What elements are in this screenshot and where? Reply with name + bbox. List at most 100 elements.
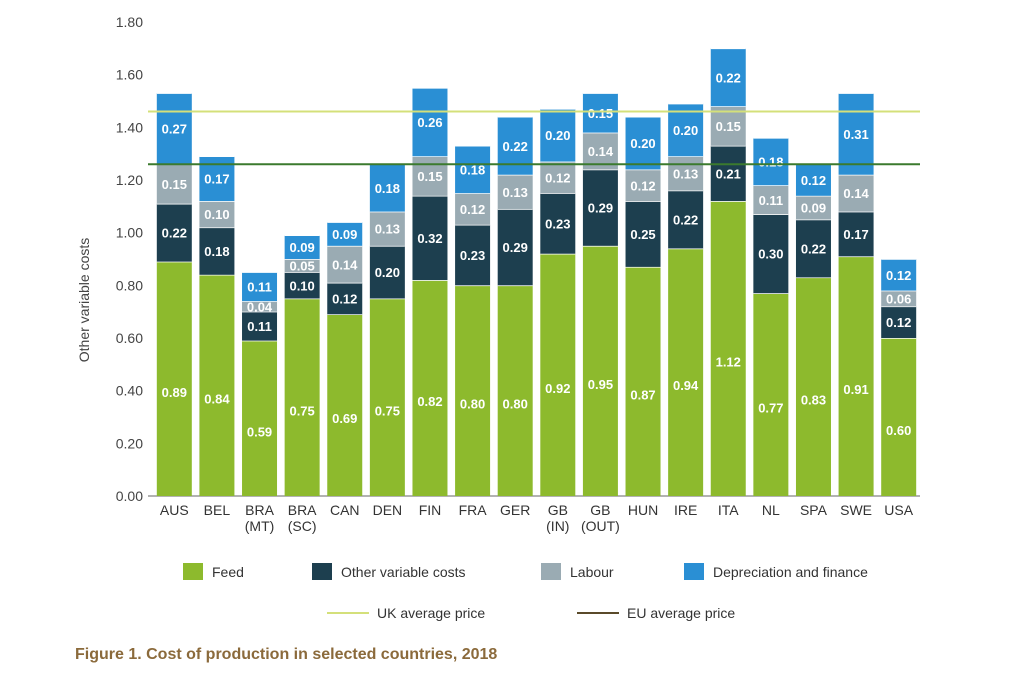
- data-label: 0.75: [375, 403, 400, 418]
- data-label: 0.26: [417, 115, 442, 130]
- bar-segment: [327, 282, 363, 315]
- category-label: ITA: [718, 502, 739, 518]
- figure-caption: Figure 1. Cost of production in selected…: [75, 646, 498, 663]
- data-label: 0.75: [289, 403, 314, 418]
- data-label: 0.15: [716, 119, 741, 134]
- data-label: 0.23: [460, 248, 485, 263]
- bar-segment: [327, 245, 363, 283]
- bar-segment: [369, 164, 405, 212]
- data-label: 0.20: [375, 265, 400, 280]
- bar-segment: [412, 156, 448, 196]
- y-tick-label: 0.00: [116, 488, 143, 504]
- data-label: 0.09: [289, 240, 314, 255]
- data-label: 0.23: [545, 216, 570, 231]
- data-label: 0.09: [332, 227, 357, 242]
- bar-segment: [242, 272, 278, 302]
- bar-segment: [753, 185, 789, 215]
- bar-segment: [455, 193, 491, 225]
- data-label: 0.30: [758, 247, 783, 262]
- bar-segment: [242, 301, 278, 312]
- legend-label: Depreciation and finance: [713, 564, 868, 580]
- data-label: 0.25: [630, 227, 655, 242]
- bar-segment: [582, 93, 618, 133]
- data-label: 0.17: [204, 172, 229, 187]
- bar-segment: [412, 280, 448, 496]
- data-label: 0.80: [503, 397, 528, 412]
- legend-label: Labour: [570, 564, 614, 580]
- bars: 0.89 0.22 0.15 0.27 0.84 0.18 0.10 0.17 0.59 0.11…: [156, 47, 917, 497]
- bar-group: 0.95 0.29 0.14 0.15: [582, 92, 618, 496]
- category-label: GB: [548, 502, 568, 518]
- data-label: 0.22: [673, 213, 698, 228]
- data-label: 0.31: [843, 127, 868, 142]
- y-tick-label: 0.80: [116, 277, 143, 293]
- y-tick-label: 1.20: [116, 172, 143, 188]
- bar-segment: [881, 259, 917, 291]
- y-tick-label: 1.60: [116, 67, 143, 83]
- bar-segment: [284, 259, 320, 273]
- category-label: (IN): [546, 518, 569, 534]
- data-label: 0.15: [162, 177, 187, 192]
- data-label: 0.82: [417, 394, 442, 409]
- y-tick-label: 1.40: [116, 119, 143, 135]
- bar-group: 0.80 0.29 0.13 0.22: [497, 116, 533, 496]
- bar-segment: [795, 277, 831, 496]
- bar-segment: [156, 203, 192, 262]
- bar-group: 0.59 0.11 0.04 0.11: [242, 271, 278, 496]
- bar-segment: [540, 108, 576, 162]
- bar-segment: [497, 285, 533, 496]
- data-label: 0.10: [204, 207, 229, 222]
- category-label: CAN: [330, 502, 360, 518]
- data-label: 0.22: [503, 139, 528, 154]
- data-label: 0.20: [630, 136, 655, 151]
- data-label: 0.84: [204, 391, 230, 406]
- bar-group: 0.69 0.12 0.14 0.09: [327, 221, 363, 496]
- data-label: 0.32: [417, 231, 442, 246]
- category-label: USA: [884, 502, 913, 518]
- bar-segment: [284, 298, 320, 496]
- data-label: 0.83: [801, 393, 826, 408]
- chart-container: 0.00 0.20 0.40 0.60 0.80 1.00 1.20 1.40 1.60 1.80…: [76, 14, 920, 621]
- category-label: BRA: [288, 502, 317, 518]
- legend-swatch: [312, 563, 332, 580]
- y-tick-label: 0.40: [116, 383, 143, 399]
- data-label: 0.22: [801, 241, 826, 256]
- bar-segment: [753, 214, 789, 294]
- data-label: 0.22: [162, 226, 187, 241]
- data-label: 0.92: [545, 381, 570, 396]
- bar-segment: [795, 164, 831, 196]
- legend-swatch: [684, 563, 704, 580]
- category-label: FIN: [419, 502, 442, 518]
- category-label: BEL: [204, 502, 231, 518]
- data-label: 0.13: [673, 166, 698, 181]
- bar-segment: [284, 235, 320, 259]
- legend-swatch: [541, 563, 561, 580]
- category-label: NL: [762, 502, 780, 518]
- bar-segment: [838, 93, 874, 175]
- bar-segment: [199, 274, 235, 496]
- data-label: 0.18: [758, 155, 783, 170]
- data-label: 0.12: [332, 292, 357, 307]
- bar-segment: [710, 48, 746, 107]
- x-axis-categories: AUS BEL BRA(MT)BRA(SC)CAN DEN FIN FRA GER GB(IN…: [160, 502, 914, 534]
- bar-segment: [156, 261, 192, 496]
- data-label: 0.09: [801, 201, 826, 216]
- bar-group: 0.77 0.30 0.11 0.18: [753, 137, 789, 496]
- bar-segment: [710, 201, 746, 497]
- data-label: 0.29: [503, 240, 528, 255]
- bar-segment: [497, 174, 533, 209]
- bar-segment: [242, 340, 278, 496]
- y-tick-label: 0.20: [116, 435, 143, 451]
- bar-group: 0.75 0.20 0.13 0.18: [369, 163, 405, 496]
- bar-segment: [881, 306, 917, 338]
- bar-segment: [625, 266, 661, 496]
- data-label: 0.11: [247, 319, 272, 334]
- bar-group: 0.84 0.18 0.10 0.17: [199, 155, 235, 496]
- bar-segment: [497, 208, 533, 286]
- reference-lines: [148, 110, 920, 166]
- data-label: 0.69: [332, 411, 357, 426]
- bar-group: 0.87 0.25 0.12 0.20: [625, 116, 661, 496]
- category-label: (MT): [245, 518, 275, 534]
- legend-label: UK average price: [377, 605, 485, 621]
- bar-segment: [156, 164, 192, 204]
